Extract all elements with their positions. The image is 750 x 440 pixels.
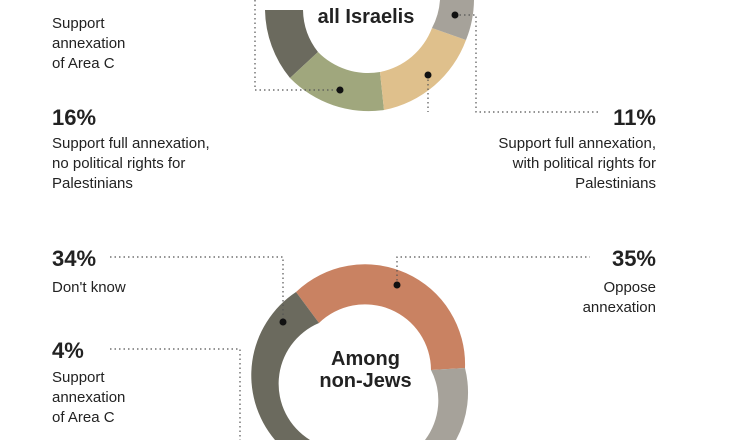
donut-segment-oppose: [296, 264, 466, 370]
label-dont-know: Don't know: [52, 279, 126, 296]
bottom-donut-center-label: Among non-Jews: [319, 348, 412, 392]
leader-dot: [451, 11, 459, 19]
pct-area-c-bottom: 4%: [52, 338, 84, 363]
leader-dot: [393, 281, 401, 289]
donut-segment-area-c-top: [265, 10, 318, 78]
leader-oppose: [396, 256, 590, 285]
leader-area-c-top: [254, 0, 340, 91]
label-area-c-top: Support annexation of Area C: [52, 15, 126, 72]
label-with-rights: Support full annexation, with political …: [498, 135, 656, 192]
pct-no-rights: 16%: [52, 105, 97, 130]
leader-dont-know: [110, 256, 284, 322]
top-donut-center-label: all Israelis: [317, 6, 415, 28]
leader-right-gray: [455, 14, 600, 113]
donut-segment-top-gray: [432, 0, 474, 40]
donut-segment-with-rights: [380, 28, 466, 110]
leader-dot: [424, 71, 432, 79]
donut-segment-dont-know: [251, 292, 319, 440]
label-area-c-bottom: Support annexation of Area C: [52, 369, 126, 426]
donut-segment-no-rights: [290, 52, 384, 112]
leader-dot: [279, 318, 287, 326]
donut-segment-bottom-gray: [425, 368, 469, 440]
pct-oppose: 35%: [611, 246, 656, 271]
pct-with-rights: 11%: [613, 105, 656, 130]
label-no-rights: Support full annexation, no political ri…: [52, 135, 210, 192]
pct-dont-know: 34%: [52, 246, 97, 271]
leader-dot: [336, 86, 344, 94]
label-oppose: Oppose annexation: [582, 279, 656, 316]
leader-area-c-bottom: [110, 348, 241, 440]
